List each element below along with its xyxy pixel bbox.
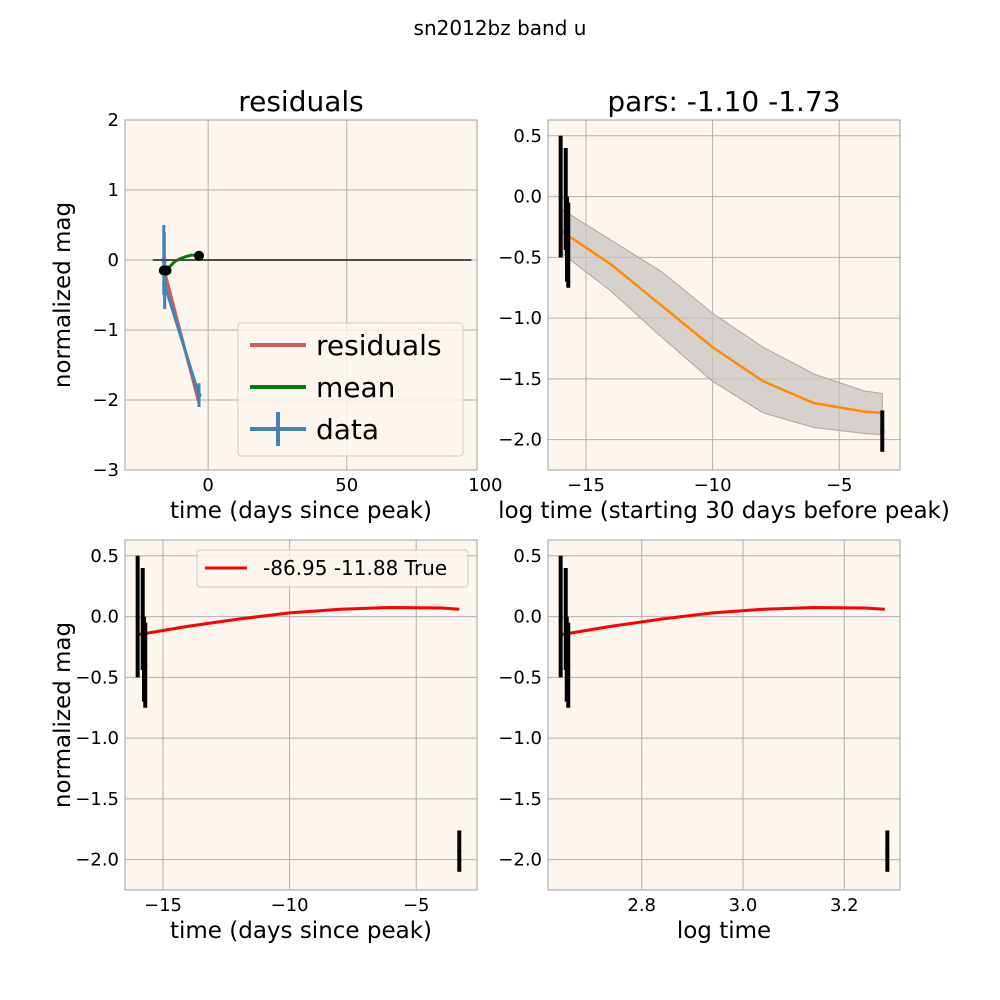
y-tick-label: −1.5 [75, 789, 119, 810]
subplot-title: pars: -1.10 -1.73 [607, 85, 840, 118]
data-point [558, 194, 563, 199]
y-tick-label: 0.0 [513, 607, 542, 628]
subplot-title: residuals [238, 85, 364, 118]
data-point [880, 429, 885, 434]
y-axis-label: normalized mag [50, 202, 76, 388]
x-tick-label: −15 [567, 475, 605, 496]
panel-time-fit: −15 −10 −5 0.5 0.0 −0.5 −1.0 −1.5 −2.0 time (days… [50, 539, 478, 944]
y-tick-label: −1.5 [498, 789, 542, 810]
y-tick-label: 1 [108, 180, 119, 201]
legend-frame [237, 322, 464, 457]
x-tick-label: −5 [826, 475, 853, 496]
y-tick-label: 0.5 [513, 546, 542, 567]
plot-series [558, 555, 890, 872]
plot-area [125, 540, 477, 890]
panel-pars: −15 −10 −5 0.5 0.0 −0.5 −1.0 −1.5 −2.0 pars: -1.1… [498, 85, 950, 524]
y-tick-label: −3 [92, 460, 119, 481]
y-tick-label: −1.0 [498, 728, 542, 749]
y-tick-label: −0.5 [498, 667, 542, 688]
x-tick-label: 2.8 [627, 895, 656, 916]
data-point [143, 663, 148, 668]
data-point [566, 663, 571, 668]
legend-label: residuals [316, 329, 442, 362]
plot-area [548, 540, 900, 890]
axes-frame [547, 119, 901, 471]
y-tick-label: −2.0 [498, 430, 542, 451]
y-tick-label: 0 [108, 250, 119, 271]
data-point [558, 614, 563, 619]
86-95-11-88-true-line [137, 605, 460, 637]
x-tick-label: −5 [403, 895, 430, 916]
y-tick-label: 2 [108, 110, 119, 131]
plot-series [152, 225, 472, 407]
plot-series [558, 135, 885, 452]
legend-frame [196, 549, 469, 588]
legend-label: -86.95 -11.88 True [263, 556, 447, 580]
legend: -86.95 -11.88 True [196, 549, 469, 588]
axes-frame [547, 539, 901, 891]
x-tick-label: 50 [335, 475, 358, 496]
y-tick-label: −1.0 [498, 308, 542, 329]
legend-label: data [316, 413, 379, 446]
y-tick-label: −2.0 [498, 850, 542, 871]
y-tick-label: −1 [92, 320, 119, 341]
legend: residuals mean data [237, 322, 464, 457]
x-tick-label: −10 [271, 895, 309, 916]
x-axis-label: time (days since peak) [170, 498, 432, 524]
data-point [135, 614, 140, 619]
axes-frame [124, 119, 478, 471]
x-tick-label: 3.2 [830, 895, 859, 916]
data-point [457, 849, 462, 854]
y-tick-label: 0.5 [513, 126, 542, 147]
figure-title: sn2012bz band u [414, 16, 587, 40]
fit-line [559, 229, 883, 415]
axes-frame [124, 539, 478, 891]
y-tick-label: −1.0 [75, 728, 119, 749]
panel-residuals: 0 50 100 2 1 0 −1 −2 −3 residuals time (days since… [50, 85, 502, 524]
scatter-point [194, 250, 205, 261]
x-tick-label: −10 [694, 475, 732, 496]
plot-series [135, 555, 462, 872]
x-axis-label: log time (starting 30 days before peak) [498, 498, 950, 524]
y-tick-label: 0.5 [90, 546, 119, 567]
y-tick-label: −1.5 [498, 369, 542, 390]
legend-label: mean [316, 371, 395, 404]
y-tick-label: 0.0 [513, 187, 542, 208]
x-axis-label: time (days since peak) [170, 918, 432, 944]
x-tick-label: −15 [144, 895, 182, 916]
panel-logtime-fit: 2.8 3.0 3.2 0.5 0.0 −0.5 −1.0 −1.5 −2.0 log time [498, 539, 901, 944]
x-axis-label: log time [677, 918, 771, 944]
logtime-fit-line-0-line [560, 605, 885, 637]
y-axis-label: normalized mag [50, 622, 76, 808]
x-tick-label: 3.0 [729, 895, 758, 916]
subplots: 0 50 100 2 1 0 −1 −2 −3 residuals time (days since… [50, 85, 950, 944]
y-tick-label: −0.5 [75, 667, 119, 688]
y-tick-label: −2.0 [75, 850, 119, 871]
x-tick-label: 0 [202, 475, 213, 496]
y-tick-label: 0.0 [90, 607, 119, 628]
data-point [566, 243, 571, 248]
x-tick-label: 100 [468, 475, 502, 496]
y-tick-label: −2 [92, 390, 119, 411]
y-tick-label: −0.5 [498, 247, 542, 268]
data-point [885, 849, 890, 854]
scatter-point [161, 265, 172, 276]
